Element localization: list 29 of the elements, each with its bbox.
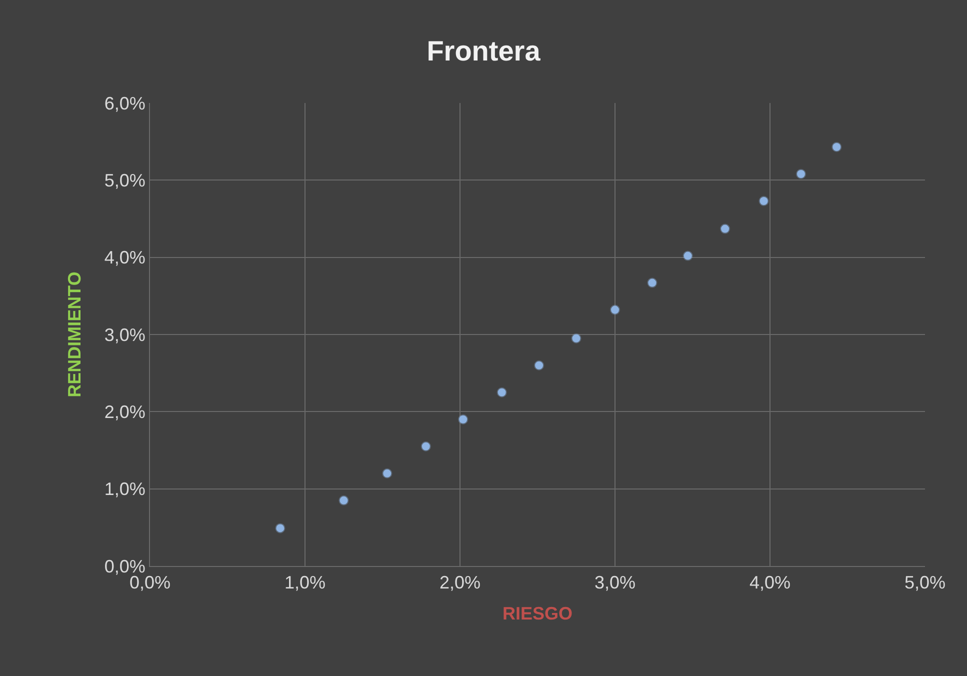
point bbox=[458, 414, 468, 424]
point bbox=[571, 333, 582, 344]
point bbox=[275, 523, 286, 534]
x-tick-label: 3,0% bbox=[594, 572, 636, 593]
x-tick-label: 5,0% bbox=[904, 572, 946, 593]
point bbox=[647, 278, 658, 288]
y-tick-label: 5,0% bbox=[104, 170, 146, 190]
y-tick-label: 1,0% bbox=[104, 479, 146, 500]
x-tick-label: 1,0% bbox=[284, 572, 326, 593]
point bbox=[832, 142, 842, 152]
y-tick-label: 4,0% bbox=[104, 248, 146, 268]
point bbox=[610, 304, 620, 315]
x-tick-label: 4,0% bbox=[749, 572, 791, 593]
point bbox=[496, 387, 507, 398]
x-tick-label: 2,0% bbox=[439, 572, 481, 593]
x-axis-title: RIESGO bbox=[502, 604, 573, 624]
point bbox=[338, 495, 349, 506]
point bbox=[720, 224, 730, 234]
point bbox=[682, 250, 693, 261]
point bbox=[758, 196, 769, 206]
y-tick-label: 3,0% bbox=[104, 324, 146, 345]
chart-title: Frontera bbox=[426, 36, 541, 66]
y-axis-title: RENDIMIENTO bbox=[64, 272, 85, 398]
point bbox=[420, 441, 431, 452]
point bbox=[796, 168, 806, 179]
point bbox=[534, 360, 544, 370]
y-tick-label: 2,0% bbox=[104, 402, 146, 422]
point bbox=[382, 468, 392, 478]
y-tick-label: 6,0% bbox=[104, 93, 146, 114]
